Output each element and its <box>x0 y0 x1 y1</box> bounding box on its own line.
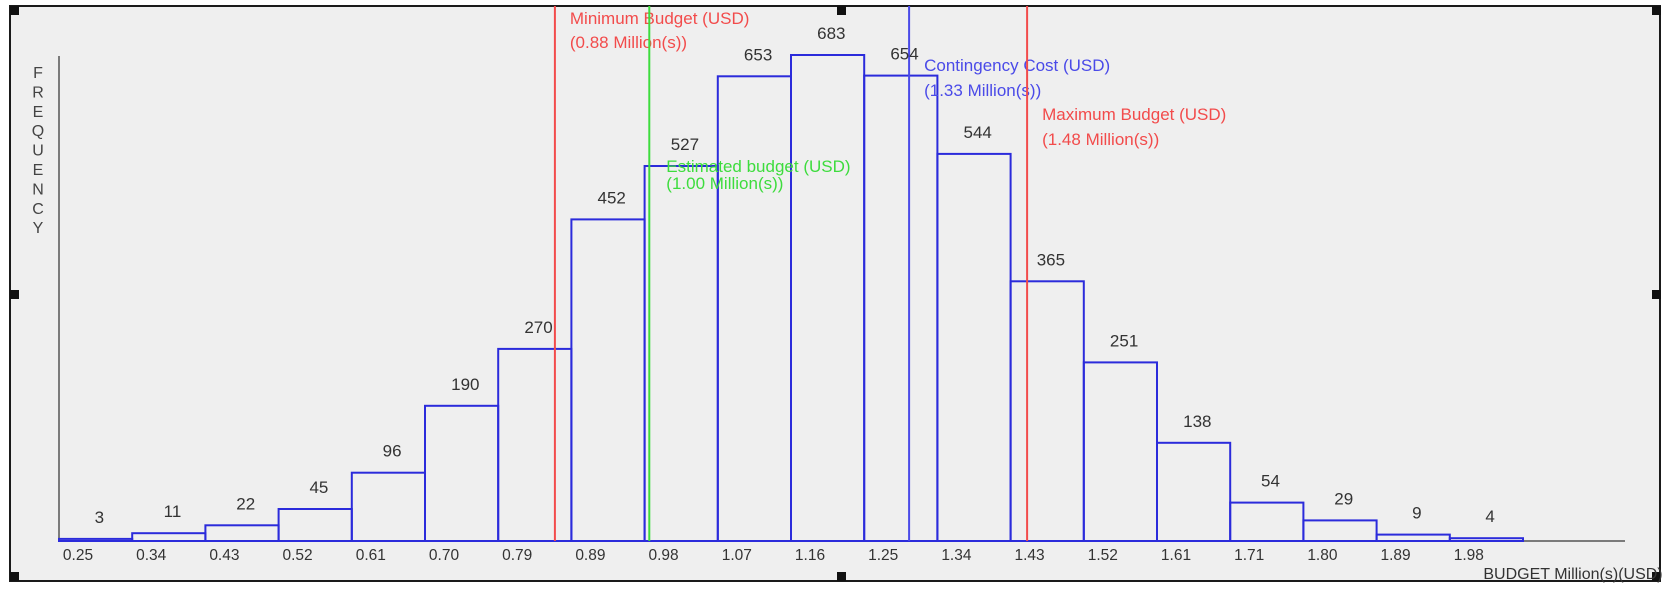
x-tick-label: 1.71 <box>1234 547 1264 564</box>
histogram-bar <box>1302 519 1378 543</box>
x-tick-label: 1.80 <box>1307 547 1338 564</box>
y-axis-label-letter: Y <box>33 220 44 237</box>
x-tick-label: 1.07 <box>722 547 752 564</box>
bar-data-label: 251 <box>1110 331 1138 350</box>
x-tick-labels-group: 0.25 0.34 0.43 0.52 0.61 0.70 0.79 0.89 0.98 1.07… <box>63 547 1484 564</box>
x-tick-label: 1.25 <box>868 547 898 564</box>
handle-bottom-center[interactable] <box>837 572 846 581</box>
reference-line-value: (0.88 Million(s)) <box>570 33 687 52</box>
bar-data-label: 653 <box>744 45 772 64</box>
y-axis-label-letter: R <box>32 84 44 101</box>
histogram-bar <box>1156 441 1232 542</box>
handle-top-right[interactable] <box>1652 6 1661 15</box>
x-tick-label: 0.98 <box>649 547 679 564</box>
x-tick-label: 0.89 <box>575 547 605 564</box>
reference-line-value: (1.33 Million(s)) <box>924 81 1041 100</box>
handle-bottom-left[interactable] <box>10 572 19 581</box>
bar-data-label: 270 <box>524 318 552 337</box>
handle-top-center[interactable] <box>837 6 846 15</box>
y-axis-label-letter: C <box>32 201 44 218</box>
reference-line-label: Estimated budget (USD) <box>666 157 850 176</box>
bar-data-label: 11 <box>164 502 182 521</box>
bar-data-label: 527 <box>671 135 699 154</box>
x-tick-label: 0.70 <box>429 547 460 564</box>
x-tick-label: 0.25 <box>63 547 93 564</box>
handle-middle-right[interactable] <box>1652 290 1661 299</box>
y-axis-label-letter: E <box>33 162 44 179</box>
x-tick-label: 1.89 <box>1381 547 1411 564</box>
x-tick-label: 0.52 <box>283 547 313 564</box>
reference-line-value: (1.48 Million(s)) <box>1042 130 1159 149</box>
bar-data-label: 452 <box>598 188 626 207</box>
x-tick-label: 0.61 <box>356 547 386 564</box>
plot-background <box>9 5 1661 582</box>
selection-handles[interactable] <box>10 6 1661 581</box>
y-axis-label-letter: N <box>32 181 44 198</box>
handle-top-left[interactable] <box>10 6 19 15</box>
x-tick-label: 0.43 <box>209 547 239 564</box>
y-axis-label-letter: F <box>33 65 43 82</box>
bar-data-label: 683 <box>817 24 845 43</box>
reference-line-value: (1.00 Million(s)) <box>666 174 783 193</box>
y-axis-label-letter: Q <box>32 123 44 140</box>
bar-data-label: 544 <box>964 123 992 142</box>
handle-middle-left[interactable] <box>10 290 19 299</box>
x-tick-label: 1.61 <box>1161 547 1191 564</box>
bar-data-label: 45 <box>309 478 328 497</box>
x-tick-label: 0.34 <box>136 547 167 564</box>
x-tick-label: 1.98 <box>1454 547 1484 564</box>
reference-line-label: Maximum Budget (USD) <box>1042 105 1226 124</box>
x-tick-label: 1.34 <box>941 547 972 564</box>
bar-data-label: 138 <box>1183 412 1211 431</box>
reference-lines-group: Minimum Budget (USD) (0.88 Million(s)) Est… <box>553 6 1226 541</box>
x-tick-label: 1.16 <box>795 547 825 564</box>
bar-data-label: 22 <box>236 494 255 513</box>
histogram-bar <box>1448 537 1525 543</box>
x-tick-label: 1.43 <box>1015 547 1045 564</box>
bar-data-label: 4 <box>1485 507 1494 526</box>
reference-line-label: Minimum Budget (USD) <box>570 9 750 28</box>
x-axis-label: BUDGET Million(s)(USD) <box>1483 566 1662 583</box>
bar-data-label: 9 <box>1412 504 1421 523</box>
bar-labels-group: 3 11 2245961902704525276536836545443652511… <box>95 24 1495 527</box>
bar-data-label: 96 <box>383 442 402 461</box>
y-axis-label-letter: U <box>32 143 44 160</box>
bar-data-label: 3 <box>95 508 104 527</box>
x-tick-label: 1.52 <box>1088 547 1118 564</box>
bar-data-label: 654 <box>890 45 918 64</box>
reference-line-label: Contingency Cost (USD) <box>924 56 1110 75</box>
bars-group <box>58 54 1525 543</box>
bar-data-label: 365 <box>1037 250 1065 269</box>
bar-data-label: 54 <box>1261 472 1280 491</box>
bar-data-label: 29 <box>1334 489 1353 508</box>
x-tick-label: 0.79 <box>502 547 532 564</box>
y-axis-label-letter: E <box>33 104 44 121</box>
bar-data-label: 190 <box>451 375 479 394</box>
handle-bottom-right[interactable] <box>1652 572 1661 581</box>
